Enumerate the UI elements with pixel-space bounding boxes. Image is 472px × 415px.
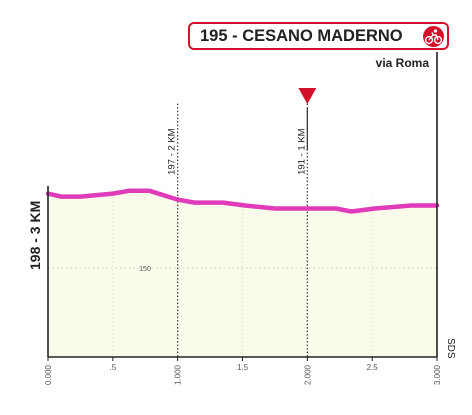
section-title: 198 - 3 KM bbox=[27, 201, 43, 270]
x-tick-label-5: 2.5 bbox=[367, 363, 379, 372]
gridline-label-150: 150 bbox=[139, 266, 151, 273]
x-tick-label-1: .5 bbox=[109, 363, 116, 372]
finish-location-box: 195 - CESANO MADERNO bbox=[188, 22, 449, 50]
plot-layer bbox=[48, 190, 437, 357]
km-marker-label-2: 191 - 1 KM bbox=[296, 128, 307, 175]
labels-layer: 150 197 - 2 KM 191 - 1 KM 0.000 .5 1.000 1.5 2.… bbox=[44, 128, 442, 385]
flamme-rouge-flag-icon bbox=[298, 88, 317, 104]
profile-line bbox=[45, 188, 440, 214]
km-marker-label-1: 197 - 2 KM bbox=[167, 128, 178, 175]
x-tick-label-0: 0.000 bbox=[44, 364, 53, 385]
cyclist-icon bbox=[423, 26, 444, 47]
finish-title: 195 - CESANO MADERNO bbox=[200, 26, 403, 45]
x-tick-label-3: 1.5 bbox=[237, 363, 249, 372]
brand-mark: SDS bbox=[445, 338, 456, 359]
x-tick-label-2: 1.000 bbox=[174, 364, 183, 385]
x-tick-label-4: 2.000 bbox=[303, 364, 312, 385]
finish-subtitle: via Roma bbox=[375, 56, 429, 70]
marks-layer bbox=[45, 52, 440, 361]
x-tick-label-6: 3.000 bbox=[433, 364, 442, 385]
